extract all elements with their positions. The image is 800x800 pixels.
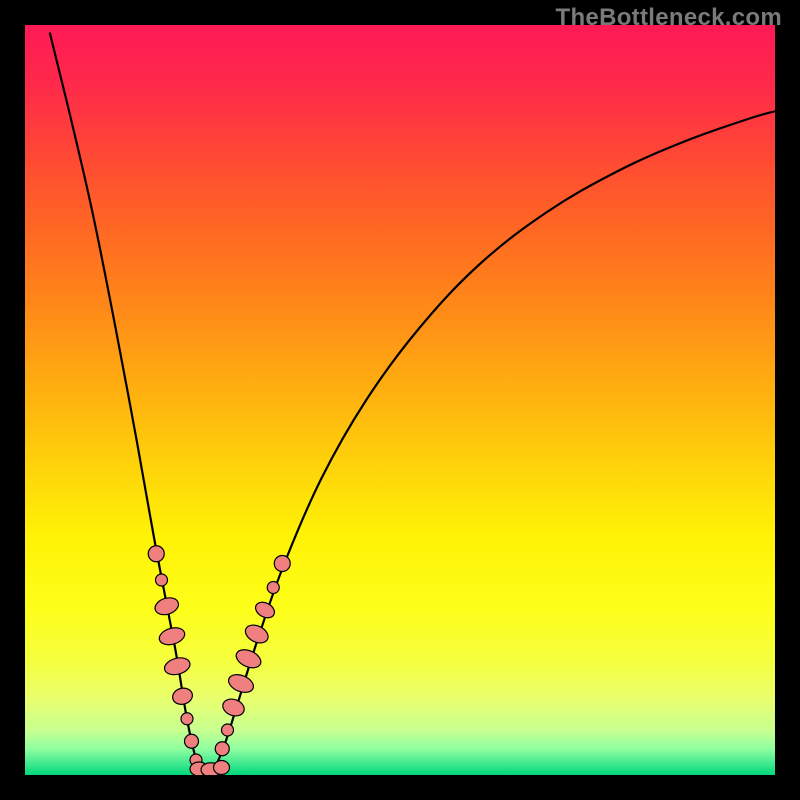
- bead: [181, 713, 193, 725]
- chart-frame: TheBottleneck.com: [0, 0, 800, 800]
- bead: [222, 724, 234, 736]
- bead: [148, 546, 164, 562]
- gradient-background: [25, 25, 775, 775]
- bead: [215, 742, 229, 756]
- bead: [274, 556, 290, 572]
- bead: [214, 761, 230, 775]
- bead: [156, 574, 168, 586]
- watermark-text: TheBottleneck.com: [556, 4, 782, 32]
- bottleneck-chart: [0, 0, 800, 800]
- bead: [267, 582, 279, 594]
- bead: [185, 734, 199, 748]
